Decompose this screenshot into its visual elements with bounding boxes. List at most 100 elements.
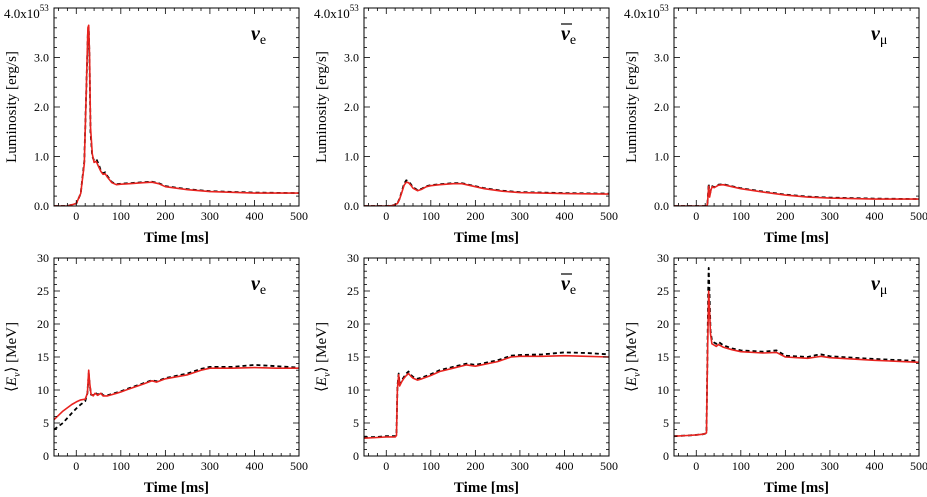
x-axis-title: Time [ms] <box>454 480 519 496</box>
x-axis-title: Time [ms] <box>144 230 209 246</box>
y-scale-label: 4.0x1053 <box>4 3 49 21</box>
x-tick-label: 100 <box>732 209 750 223</box>
species-subscript: e <box>570 283 576 298</box>
y-tick-label: 20 <box>657 317 669 331</box>
x-tick-label: 0 <box>383 459 389 473</box>
y-title-close: ⟩ [MeV] <box>4 322 20 372</box>
y-tick-label: 2.0 <box>654 100 669 114</box>
x-tick-label: 400 <box>245 209 263 223</box>
y-tick-label: 3.0 <box>34 51 49 65</box>
y-tick-label: 15 <box>347 350 359 364</box>
panel-luminosity-0: 0 100 200 300 400 500 0.0 1.0 2.0 3.0 4.0x1053 Time… <box>4 3 308 246</box>
y-tick-label: 1.0 <box>344 150 359 164</box>
y-tick-label: 20 <box>37 317 49 331</box>
y-title-close: ⟩ [MeV] <box>314 322 330 372</box>
y-tick-label: 0 <box>353 449 359 463</box>
y-title-bracket: ⟨ <box>624 386 640 392</box>
x-tick-label: 100 <box>112 209 130 223</box>
y-axis-title: ⟨Eν⟩ [MeV] <box>314 322 333 392</box>
y-tick-label: 20 <box>347 317 359 331</box>
y-title-E: E <box>314 377 330 387</box>
species-label: νμ <box>871 23 887 48</box>
y-tick-label: 0 <box>663 449 669 463</box>
species-subscript: μ <box>880 283 888 298</box>
x-tick-label: 500 <box>600 209 618 223</box>
x-tick-label: 400 <box>555 209 573 223</box>
y-tick-label: 3.0 <box>654 51 669 65</box>
series-black-dashed <box>54 363 299 431</box>
x-tick-label: 100 <box>422 459 440 473</box>
y-tick-label: 10 <box>347 383 359 397</box>
species-symbol: ν <box>561 273 571 295</box>
y-axis-title: Luminosity [erg/s] <box>314 51 330 163</box>
y-scale-exponent: 53 <box>660 3 670 13</box>
y-title-sub: ν <box>12 372 23 377</box>
x-tick-label: 0 <box>383 209 389 223</box>
y-axis-title: ⟨Eν⟩ [MeV] <box>624 322 643 392</box>
y-tick-label: 10 <box>37 383 49 397</box>
x-tick-label: 300 <box>511 459 529 473</box>
species-label: νe <box>251 273 266 298</box>
x-tick-label: 500 <box>290 209 308 223</box>
series-red-solid <box>54 366 299 421</box>
y-title-sub: ν <box>632 372 643 377</box>
y-tick-label: 5 <box>353 416 359 430</box>
x-tick-label: 400 <box>865 459 883 473</box>
y-scale-exponent: 53 <box>350 3 360 13</box>
x-tick-label: 400 <box>245 459 263 473</box>
species-symbol: ν <box>251 23 261 45</box>
y-title-bracket: ⟨ <box>4 386 20 392</box>
series-red-solid <box>54 24 299 206</box>
x-tick-label: 500 <box>910 459 927 473</box>
panel-luminosity-2: 0 100 200 300 400 500 0.0 1.0 2.0 3.0 4.0x1053 Time… <box>624 3 927 246</box>
x-tick-label: 0 <box>73 459 79 473</box>
species-symbol: ν <box>251 273 261 295</box>
y-axis-title: Luminosity [erg/s] <box>4 51 20 163</box>
y-tick-label: 3.0 <box>344 51 359 65</box>
x-tick-label: 200 <box>156 209 174 223</box>
species-subscript: e <box>260 33 266 48</box>
y-axis-title: ⟨Eν⟩ [MeV] <box>4 322 23 392</box>
y-tick-label: 0.0 <box>34 199 49 213</box>
series-black-dashed <box>364 351 609 439</box>
x-tick-label: 100 <box>732 459 750 473</box>
x-tick-label: 200 <box>466 209 484 223</box>
species-symbol: ν <box>871 23 881 45</box>
species-subscript: μ <box>880 33 888 48</box>
y-tick-label: 15 <box>37 350 49 364</box>
y-tick-label: 1.0 <box>34 150 49 164</box>
x-tick-label: 500 <box>910 209 927 223</box>
y-tick-label: 30 <box>657 251 669 265</box>
y-scale-exponent: 53 <box>40 3 50 13</box>
y-tick-label: 2.0 <box>344 100 359 114</box>
x-tick-label: 300 <box>201 209 219 223</box>
panel-energy-0: 0 100 200 300 400 500 0 5 10 15 20 25 30 Time [ms] ⟨Eν… <box>4 251 308 496</box>
species-label: νe <box>561 273 576 298</box>
x-tick-label: 500 <box>600 459 618 473</box>
y-axis-title: Luminosity [erg/s] <box>624 51 640 163</box>
y-tick-label: 1.0 <box>654 150 669 164</box>
x-tick-label: 200 <box>466 459 484 473</box>
y-tick-label: 2.0 <box>34 100 49 114</box>
series-red-solid <box>674 290 919 437</box>
x-tick-label: 0 <box>73 209 79 223</box>
species-subscript: e <box>260 283 266 298</box>
y-tick-label: 5 <box>663 416 669 430</box>
panel-energy-2: 0 100 200 300 400 500 0 5 10 15 20 25 30 Time [ms] ⟨Eν… <box>624 251 927 496</box>
y-tick-label: 15 <box>657 350 669 364</box>
species-symbol: ν <box>561 23 571 45</box>
y-tick-label: 5 <box>43 416 49 430</box>
x-tick-label: 200 <box>776 459 794 473</box>
x-tick-label: 400 <box>865 209 883 223</box>
series-red-solid <box>674 183 919 206</box>
x-tick-label: 300 <box>201 459 219 473</box>
y-tick-label: 25 <box>37 284 49 298</box>
species-label: νe <box>561 23 576 48</box>
x-tick-label: 300 <box>821 209 839 223</box>
x-tick-label: 0 <box>693 459 699 473</box>
x-tick-label: 0 <box>693 209 699 223</box>
y-title-sub: ν <box>322 372 333 377</box>
y-tick-label: 10 <box>657 383 669 397</box>
y-scale-label: 4.0x1053 <box>314 3 359 21</box>
y-title-E: E <box>4 377 20 387</box>
